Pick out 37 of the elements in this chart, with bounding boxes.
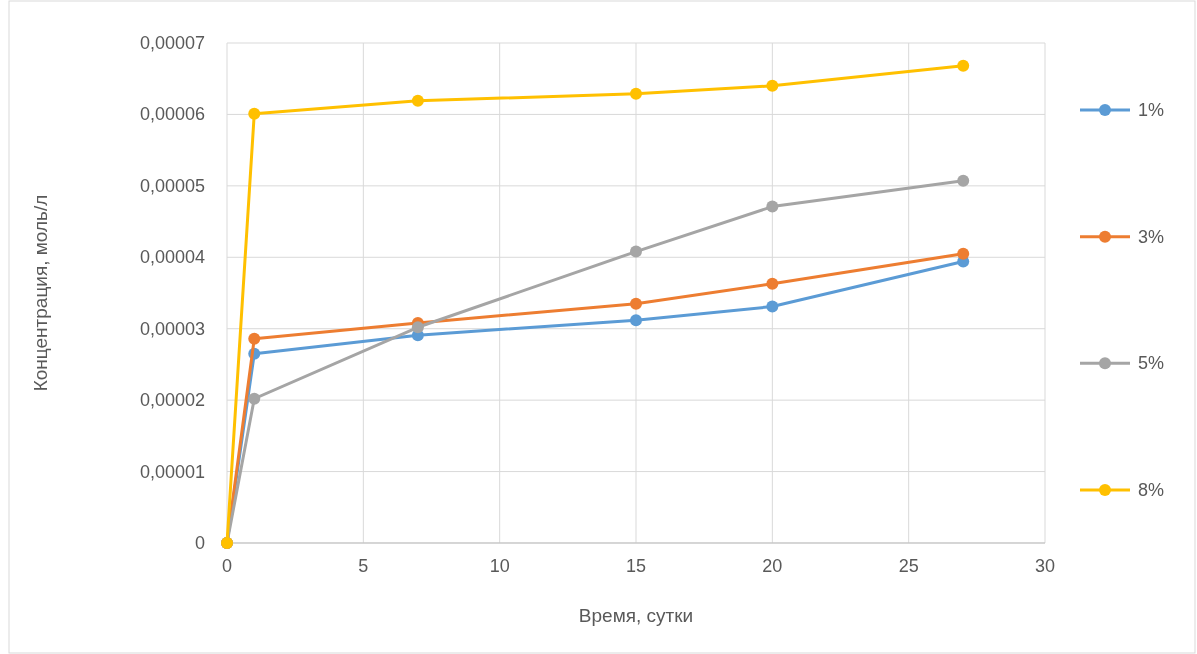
y-axis-title: Концентрация, моль/л (30, 194, 51, 392)
y-tick-label: 0,00005 (139, 175, 205, 196)
point (630, 87, 642, 100)
legend-label: 5% (1138, 353, 1165, 374)
point (630, 314, 642, 327)
x-tick-label: 30 (1034, 556, 1056, 576)
point (766, 200, 779, 213)
x-tick-label: 25 (898, 556, 919, 576)
x-axis-title: Время, сутки (578, 605, 694, 626)
x-tick-label: 10 (489, 556, 510, 576)
y-tick-label: 0,00007 (139, 33, 205, 53)
point (766, 300, 779, 313)
y-tick-label: 0,00006 (139, 104, 205, 125)
point (957, 59, 970, 72)
x-tick-label: 0 (221, 556, 233, 576)
x-tick-label: 20 (762, 556, 783, 576)
y-tick-label: 0,00001 (139, 461, 205, 482)
y-tick-label: 0,00002 (139, 390, 205, 411)
point (248, 107, 261, 120)
point (630, 297, 642, 310)
legend-label: 3% (1138, 226, 1165, 247)
x-tick-label: 5 (358, 556, 369, 576)
legend-label: 8% (1138, 480, 1165, 500)
point (957, 247, 970, 260)
y-tick-label: 0,00004 (139, 247, 205, 268)
point (411, 94, 424, 107)
point (630, 245, 642, 258)
point (766, 277, 779, 290)
y-tick-label: 0 (194, 533, 205, 553)
legend-label: 1% (1138, 100, 1165, 120)
point (766, 79, 779, 92)
point (248, 392, 261, 405)
y-tick-label: 0,00003 (139, 318, 205, 339)
point (248, 332, 261, 345)
point (957, 174, 970, 187)
x-tick-label: 15 (625, 556, 647, 576)
point (411, 321, 424, 334)
